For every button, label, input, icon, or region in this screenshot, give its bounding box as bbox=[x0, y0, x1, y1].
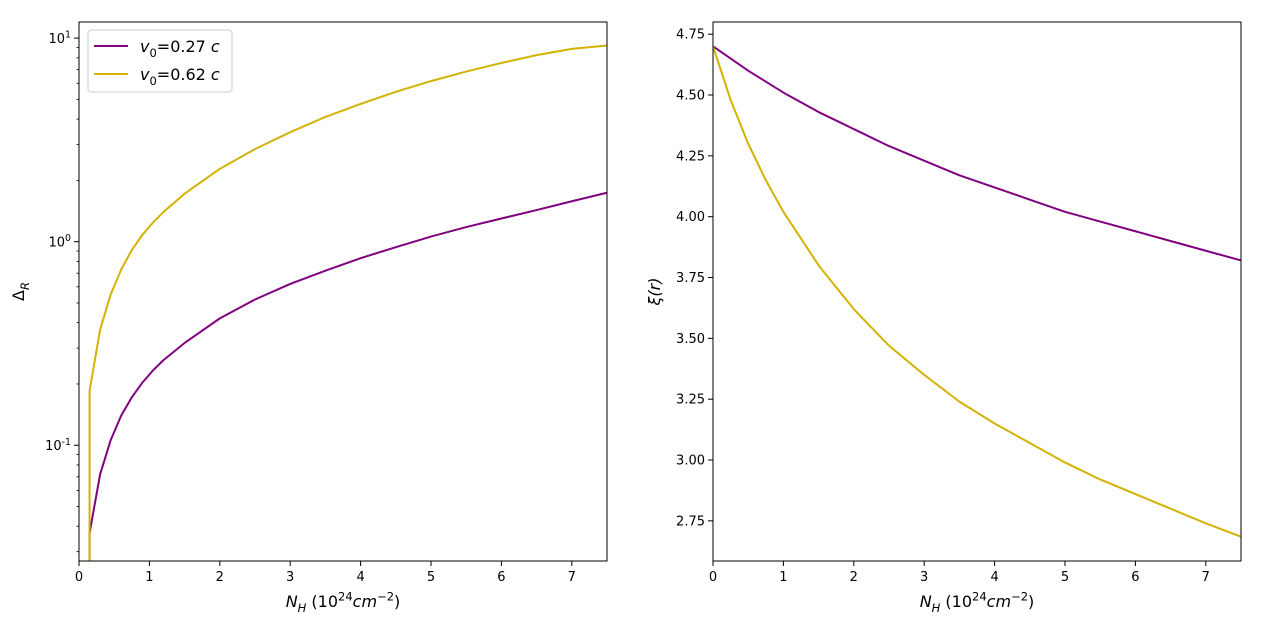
plot-area bbox=[88, 44, 607, 561]
series-line-v0-027c bbox=[88, 191, 607, 561]
series-line-v0-062c bbox=[713, 46, 1241, 538]
y-tick-label: 3.25 bbox=[676, 393, 705, 408]
x-tick-label: 4 bbox=[990, 570, 998, 585]
y-tick-label: 101 bbox=[49, 30, 72, 47]
y-tick-label: 4.50 bbox=[676, 89, 705, 104]
plot-area bbox=[713, 45, 1241, 538]
x-tick-label: 4 bbox=[356, 570, 364, 585]
x-tick-label: 1 bbox=[779, 570, 787, 585]
y-axis: 2.75 3.00 3.25 3.50 3.75 4.00 4.25 4.50 4.75 bbox=[676, 28, 713, 529]
left-panel-delta-r: 0 1 2 3 4 5 6 7 10-1 100 101 NH (1024cm−2) ΔR v0=0.27… bbox=[9, 21, 608, 615]
y-tick-label: 100 bbox=[49, 233, 72, 250]
x-tick-label: 7 bbox=[568, 570, 576, 585]
series-line-v0-027c bbox=[713, 45, 1241, 262]
x-tick-label: 0 bbox=[75, 570, 83, 585]
x-tick-label: 6 bbox=[1131, 570, 1139, 585]
x-tick-label: 2 bbox=[850, 570, 858, 585]
x-tick-label: 5 bbox=[1061, 570, 1069, 585]
right-panel-xi: 0 1 2 3 4 5 6 7 2.75 3.00 3.25 3.50 3.75 4.00 4.25 4.50… bbox=[645, 21, 1242, 615]
x-tick-label: 1 bbox=[145, 570, 153, 585]
y-tick-label: 2.75 bbox=[676, 514, 705, 529]
y-tick-label: 4.75 bbox=[676, 28, 705, 43]
x-axis: 0 1 2 3 4 5 6 7 bbox=[709, 561, 1210, 585]
axes-frame bbox=[78, 21, 608, 562]
x-tick-label: 3 bbox=[286, 570, 294, 585]
y-axis: 10-1 100 101 bbox=[45, 30, 79, 553]
series-line-v0-062c bbox=[88, 44, 607, 561]
x-tick-label: 5 bbox=[427, 570, 435, 585]
legend: v0=0.27 c v0=0.62 c bbox=[87, 29, 233, 93]
y-tick-label: 4.25 bbox=[676, 149, 705, 164]
x-tick-label: 3 bbox=[920, 570, 928, 585]
x-axis: 0 1 2 3 4 5 6 7 bbox=[75, 561, 576, 585]
y-tick-label: 3.00 bbox=[676, 454, 705, 469]
x-axis-label: NH (1024cm−2) bbox=[920, 589, 1035, 615]
y-axis-label: ΔR bbox=[9, 282, 32, 301]
x-axis-label: NH (1024cm−2) bbox=[286, 589, 401, 615]
x-tick-label: 0 bbox=[709, 570, 717, 585]
y-tick-label: 10-1 bbox=[45, 437, 71, 454]
legend-label: v0=0.27 c bbox=[140, 37, 220, 60]
legend-label: v0=0.62 c bbox=[140, 65, 220, 88]
y-tick-label: 3.75 bbox=[676, 271, 705, 286]
axes-frame bbox=[712, 21, 1242, 562]
y-tick-label: 4.00 bbox=[676, 210, 705, 225]
x-tick-label: 6 bbox=[497, 570, 505, 585]
y-axis-label: ξ(r) bbox=[645, 278, 664, 307]
x-tick-label: 7 bbox=[1202, 570, 1210, 585]
y-tick-label: 3.50 bbox=[676, 332, 705, 347]
x-tick-label: 2 bbox=[216, 570, 224, 585]
